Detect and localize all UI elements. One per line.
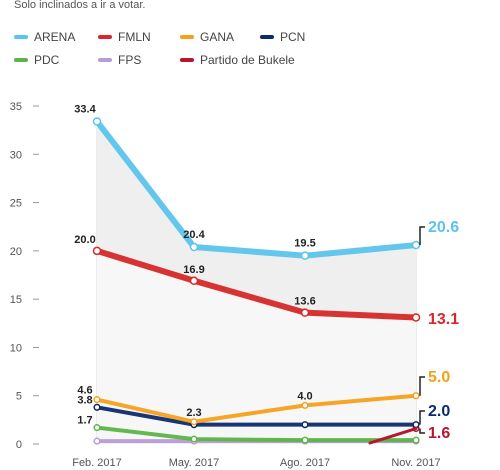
y-tick-label: 5 bbox=[16, 391, 22, 403]
x-tick-label: Ago. 2017 bbox=[280, 457, 330, 469]
legend-label-fmln: FMLN bbox=[118, 30, 151, 44]
legend-swatch-pdc bbox=[14, 58, 28, 62]
legend-label-gana: GANA bbox=[200, 30, 235, 44]
y-tick-label: 35 bbox=[10, 101, 22, 113]
end-label-connector-partido-de-bukele bbox=[419, 428, 425, 434]
point-label-arena: 19.5 bbox=[294, 238, 315, 250]
data-point-pcn bbox=[301, 421, 309, 429]
data-point-pdc bbox=[93, 424, 101, 432]
series-line-pdc bbox=[95, 425, 418, 443]
data-point-pcn bbox=[93, 403, 101, 411]
end-label-partido-de-bukele: 1.6 bbox=[428, 425, 450, 442]
series-line-partido-de-bukele-rise bbox=[368, 427, 418, 445]
arena-fmln-band bbox=[97, 121, 416, 318]
y-tick-label: 0 bbox=[16, 439, 22, 451]
legend-item-partido-de-bukele: Partido de Bukele bbox=[180, 53, 295, 67]
point-label-gana: 4.6 bbox=[77, 385, 92, 397]
legend-swatch-gana bbox=[180, 35, 194, 39]
y-tick-label: 10 bbox=[10, 342, 22, 354]
data-point-pdc bbox=[412, 436, 420, 444]
data-point-pcn bbox=[412, 421, 420, 429]
x-tick-label: May. 2017 bbox=[169, 457, 220, 469]
series-line-fmln bbox=[94, 247, 419, 321]
data-point-fmln bbox=[300, 308, 310, 317]
x-tick-label: Nov. 2017 bbox=[391, 457, 440, 469]
fmln-floor-band bbox=[97, 250, 416, 444]
legend-label-pdc: PDC bbox=[34, 53, 60, 67]
series-line-pcn bbox=[95, 405, 418, 427]
data-point-fmln bbox=[189, 276, 199, 286]
point-label-arena: 20.4 bbox=[183, 229, 205, 241]
legend-row-2: PDC FPS Partido de Bukele bbox=[14, 53, 295, 67]
legend-label-fps: FPS bbox=[118, 53, 142, 67]
series-line-gana bbox=[95, 393, 418, 424]
data-point-gana bbox=[190, 418, 198, 426]
point-label-gana: 4.0 bbox=[297, 390, 312, 402]
data-point-fmln bbox=[92, 246, 102, 256]
point-label-arena: 33.4 bbox=[74, 103, 96, 115]
end-label-arena: 20.6 bbox=[428, 219, 459, 236]
end-label-connector-arena bbox=[419, 226, 425, 246]
data-point-fps bbox=[93, 437, 101, 445]
y-tick-label: 30 bbox=[10, 149, 22, 161]
y-tick-label: 15 bbox=[10, 294, 22, 306]
end-label-fmln: 13.1 bbox=[428, 311, 459, 328]
legend-item-pcn: PCN bbox=[260, 30, 305, 44]
point-label-pcn: 3.8 bbox=[77, 394, 92, 406]
legend-item-fps: FPS bbox=[98, 53, 180, 67]
legend-row-1: ARENA FMLN GANA PCN bbox=[14, 30, 305, 44]
point-label-fmln: 13.6 bbox=[294, 296, 315, 308]
legend-swatch-fmln bbox=[98, 35, 112, 39]
end-label-gana: 5.0 bbox=[428, 369, 450, 386]
legend-swatch-arena bbox=[14, 35, 28, 39]
legend-item-gana: GANA bbox=[180, 30, 260, 44]
end-label-connector-pcn bbox=[419, 410, 425, 425]
legend-swatch-pcn bbox=[260, 35, 274, 39]
legend-label-arena: ARENA bbox=[34, 30, 76, 44]
data-point-arena bbox=[189, 242, 199, 252]
point-label-fmln: 20.0 bbox=[74, 234, 95, 246]
chart-subtitle: Solo inclinados a ir a votar. bbox=[14, 0, 146, 9]
legend-label-pcn: PCN bbox=[280, 30, 306, 44]
x-tick-label: Feb. 2017 bbox=[72, 457, 122, 469]
legend-label-partido-de-bukele: Partido de Bukele bbox=[200, 53, 295, 67]
data-point-gana bbox=[93, 396, 101, 404]
data-point-arena bbox=[92, 117, 102, 126]
point-label-pdc: 1.7 bbox=[77, 415, 92, 427]
data-point-gana bbox=[412, 392, 420, 400]
data-point-arena bbox=[300, 251, 310, 260]
series-line-arena bbox=[94, 118, 419, 259]
end-label-connector-gana bbox=[419, 376, 425, 396]
data-point-gana bbox=[301, 401, 309, 409]
legend-item-pdc: PDC bbox=[14, 53, 98, 67]
legend-swatch-fps bbox=[98, 58, 112, 62]
point-label-fmln: 16.9 bbox=[183, 264, 204, 276]
data-point-pdc bbox=[190, 435, 198, 443]
data-point-fmln bbox=[411, 313, 421, 322]
legend-swatch-partido-de-bukele bbox=[180, 58, 194, 62]
legend-item-fmln: FMLN bbox=[98, 30, 180, 44]
legend-item-arena: ARENA bbox=[14, 30, 98, 44]
end-label-pcn: 2.0 bbox=[428, 403, 450, 420]
point-label-gana: 2.3 bbox=[186, 407, 201, 419]
data-point-pdc bbox=[301, 436, 309, 444]
y-tick-label: 20 bbox=[10, 246, 22, 258]
data-point-arena bbox=[411, 240, 421, 250]
y-tick-label: 25 bbox=[10, 198, 22, 210]
